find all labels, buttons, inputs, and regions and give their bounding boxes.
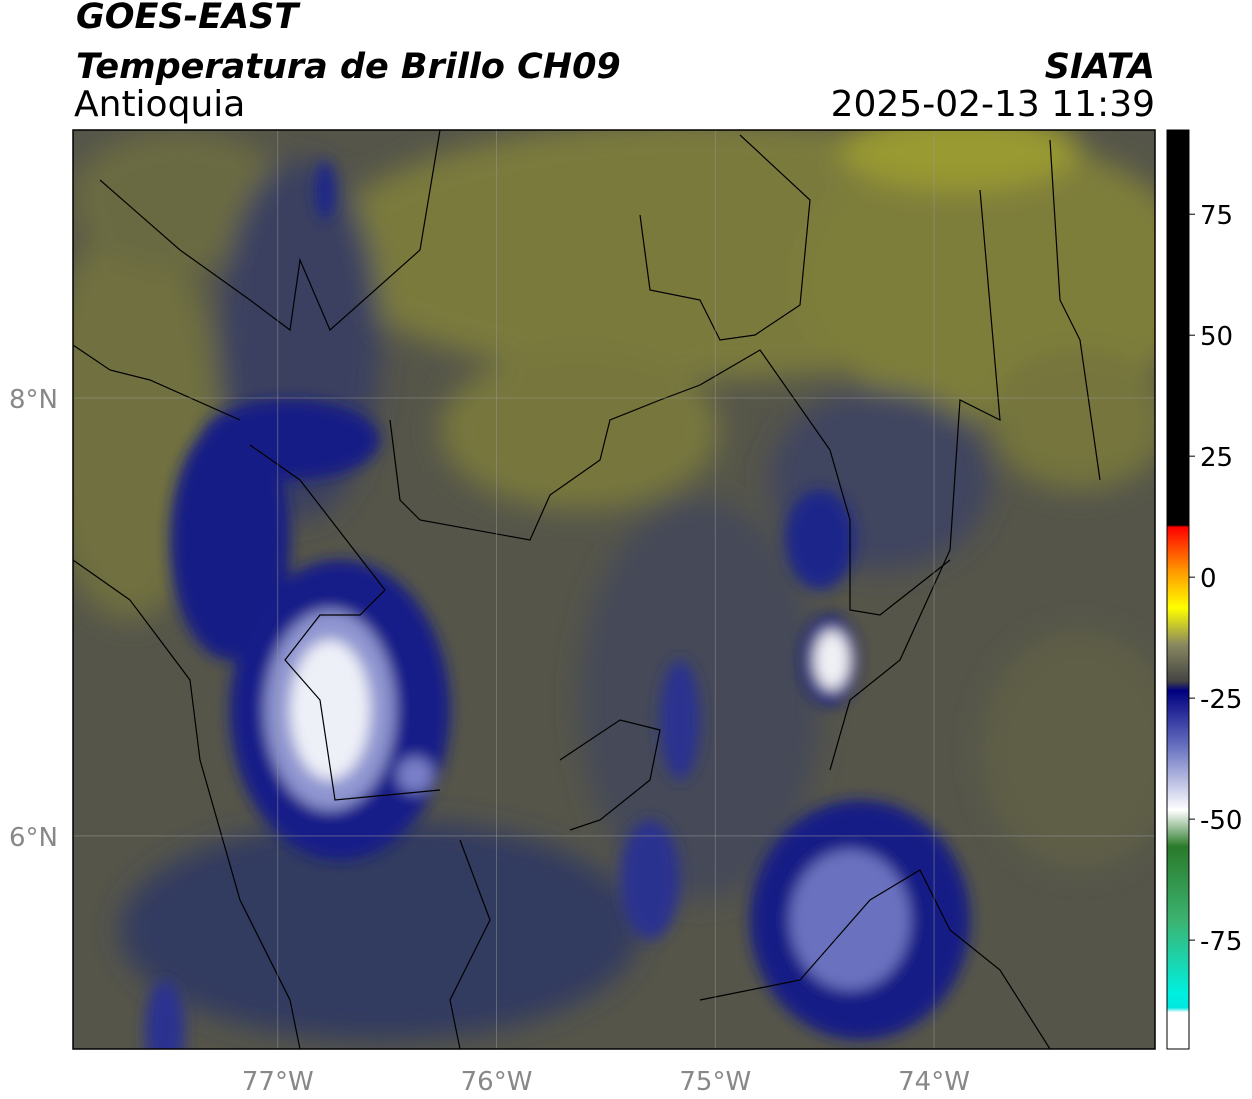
colorbar-tick-label: 0 [1200,564,1217,594]
lon-tick-label: 76°W [461,1067,533,1097]
lon-tick-label: 77°W [242,1067,314,1097]
colorbar-tick-label: -75 [1200,927,1242,957]
colorbar [1166,129,1190,1050]
title: GOES-EAST [76,0,301,37]
region: Antioquia [74,84,245,125]
lat-tick-label: 6°N [9,823,58,853]
satellite-image [73,130,1155,1049]
colorbar-tick-label: -50 [1200,806,1242,836]
lat-tick-label: 8°N [9,385,58,415]
colorbar-tick-label: 75 [1200,201,1233,231]
subtitle: Temperatura de Brillo CH09 [76,47,621,87]
source: SIATA [1045,47,1155,87]
colorbar-tick-label: 50 [1200,322,1233,352]
lon-tick-label: 74°W [898,1067,970,1097]
datetime: 2025-02-13 11:39 [831,84,1155,125]
colorbar-tick-label: 25 [1200,443,1233,473]
lon-tick-label: 75°W [679,1067,751,1097]
colorbar-tick-label: -25 [1200,685,1242,715]
map-frame [72,129,1156,1050]
graticule [73,130,1155,1049]
